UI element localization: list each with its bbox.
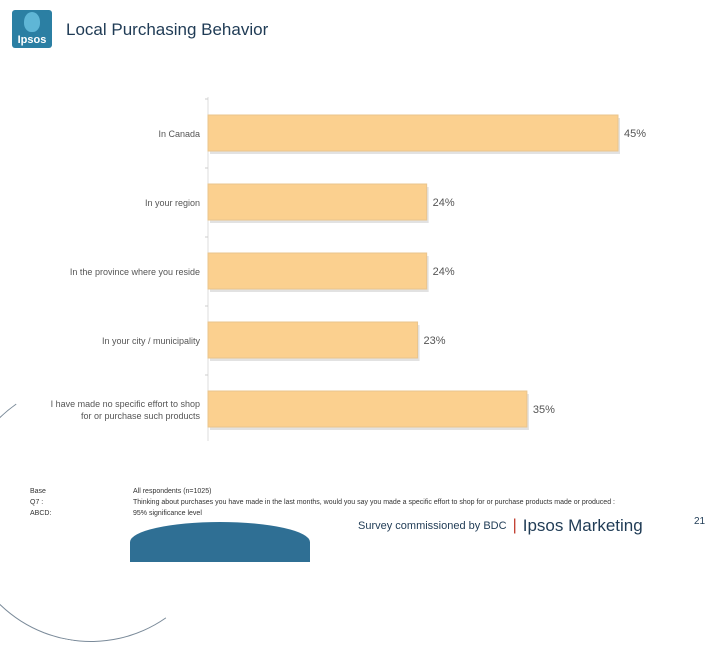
footer-value-question: Thinking about purchases you have made i… xyxy=(133,499,615,506)
bar xyxy=(207,390,528,428)
footer-credit: Survey commissioned by BDC | Ipsos Marke… xyxy=(358,516,643,536)
footer-values: All respondents (n=1025) Thinking about … xyxy=(133,486,673,519)
bar-chart: 45% In Canada 24% In your region 24% In the p… xyxy=(51,97,646,441)
category-label: In your region xyxy=(145,198,200,208)
page-number: 21 xyxy=(694,516,706,527)
category-label: In Canada xyxy=(158,129,200,139)
footer-label-base: Base xyxy=(30,488,46,495)
footer-labels: Base Q7 : ABCD: xyxy=(30,486,51,519)
ipsos-logo: Ipsos xyxy=(12,10,52,48)
category-label: In your city / municipality xyxy=(102,336,201,346)
category-label: for or purchase such products xyxy=(81,411,201,421)
logo-bubble-icon xyxy=(24,12,40,32)
brand-name: Ipsos Marketing xyxy=(522,516,643,535)
decorative-arc-fill xyxy=(130,522,310,562)
bar-value-label: 35% xyxy=(533,404,555,416)
footer-value-significance: 95% significance level xyxy=(133,510,202,517)
bar xyxy=(207,183,428,221)
footer-label-question: Q7 : xyxy=(30,499,44,506)
bar xyxy=(207,252,428,290)
credit-text: Survey commissioned by BDC xyxy=(358,520,507,532)
logo-text: Ipsos xyxy=(17,34,47,46)
bar-value-label: 23% xyxy=(424,335,446,347)
bar-value-label: 24% xyxy=(433,266,455,278)
bar-value-label: 24% xyxy=(433,197,455,209)
bar-value-label: 45% xyxy=(624,128,646,140)
credit-separator: | xyxy=(512,517,517,534)
category-label: I have made no specific effort to shop xyxy=(51,399,200,409)
page-title: Local Purchasing Behavior xyxy=(66,20,269,39)
footer-value-base: All respondents (n=1025) xyxy=(133,488,212,495)
category-label: In the province where you reside xyxy=(70,267,200,277)
footer-label-significance: ABCD: xyxy=(30,510,52,517)
bar xyxy=(207,321,419,359)
bar xyxy=(207,114,619,152)
